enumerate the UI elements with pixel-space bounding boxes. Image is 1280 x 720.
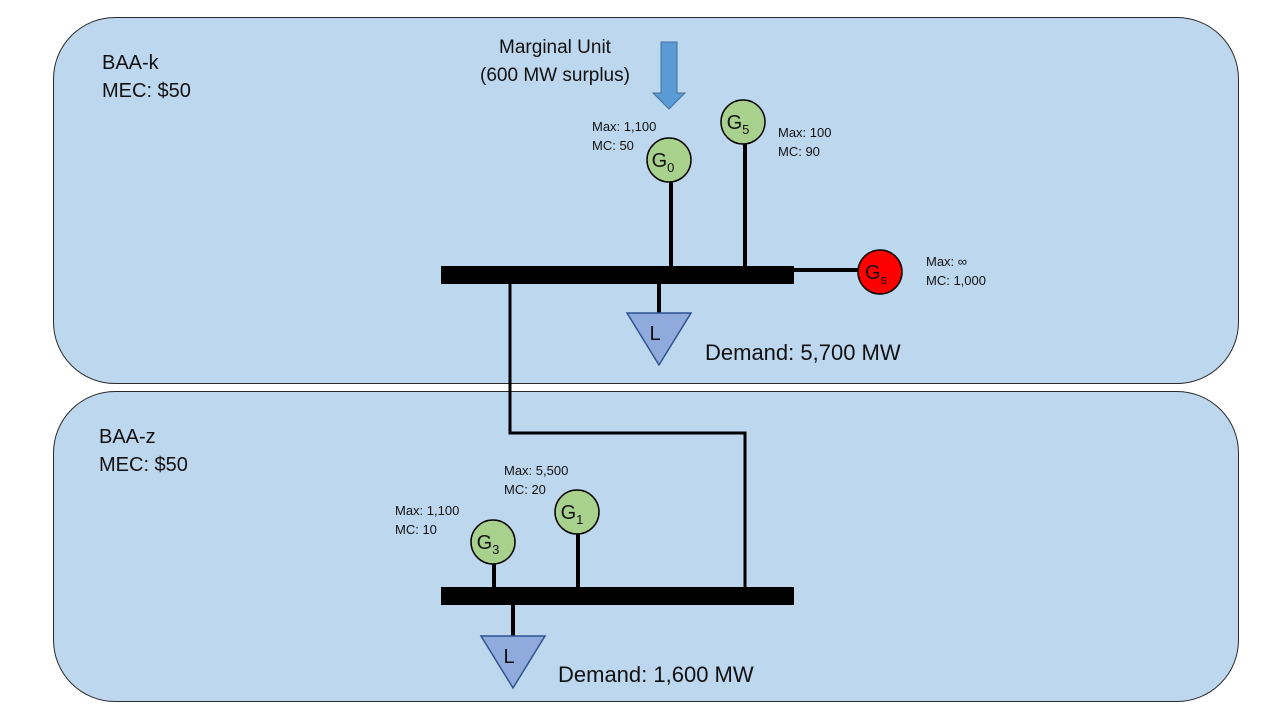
generator-gs-icon (857, 249, 903, 295)
g0-annotation: Max: 1,100 MC: 50 (592, 117, 656, 155)
generator-gs: Gs (857, 249, 903, 295)
bus-k (441, 266, 794, 284)
generator-g1: G1 (554, 489, 600, 535)
g5-symbol: G (727, 112, 743, 134)
g3-sub: 3 (492, 542, 499, 557)
region-k-name: BAA-k (102, 52, 159, 74)
region-z-name: BAA-z (99, 426, 156, 448)
marginal-unit-line1: Marginal Unit (499, 37, 611, 58)
tie-line (508, 284, 747, 588)
region-z-mec: MEC: $50 (99, 454, 188, 476)
generator-g0: G0 (646, 137, 692, 183)
g1-mc: MC: 20 (504, 482, 546, 497)
gs-symbol: G (865, 262, 881, 284)
g5-sub: 5 (742, 122, 749, 137)
marginal-unit-label: Marginal Unit (600 MW surplus) (455, 34, 655, 90)
svg-text:G0: G0 (652, 150, 675, 175)
g5-annotation: Max: 100 MC: 90 (778, 123, 831, 161)
marginal-unit-arrow-icon (651, 41, 687, 110)
svg-text:G3: G3 (477, 532, 500, 557)
svg-text:G1: G1 (561, 502, 584, 527)
load-z-icon (479, 635, 547, 690)
g0-sub: 0 (667, 160, 674, 175)
region-k-mec: MEC: $50 (102, 80, 191, 102)
gs-mc: MC: 1,000 (926, 273, 986, 288)
demand-k-label: Demand: 5,700 MW (705, 340, 901, 365)
g3-mc: MC: 10 (395, 522, 437, 537)
g0-symbol: G (652, 150, 668, 172)
svg-text:Gs: Gs (865, 262, 888, 287)
g1-max: Max: 5,500 (504, 463, 569, 478)
generator-g5-icon (720, 99, 766, 145)
g3-max: Max: 1,100 (395, 503, 460, 518)
g3-symbol: G (477, 532, 493, 554)
generator-g3: G3 (470, 519, 516, 565)
bus-z (441, 587, 794, 605)
generator-g1-icon (554, 489, 600, 535)
g0-mc: MC: 50 (592, 138, 634, 153)
gs-sub: s (881, 272, 888, 287)
marginal-unit-line2: (600 MW surplus) (480, 65, 630, 86)
g5-max: Max: 100 (778, 125, 832, 140)
g1-sub: 1 (576, 512, 583, 527)
generator-g3-icon (470, 519, 516, 565)
generator-g0-icon (646, 137, 692, 183)
g1-symbol: G (561, 502, 577, 524)
demand-z-label: Demand: 1,600 MW (558, 662, 754, 687)
g1-annotation: Max: 5,500 MC: 20 (504, 461, 568, 499)
gs-annotation: Max: ∞ MC: 1,000 (926, 252, 986, 290)
load-k-icon (625, 312, 693, 367)
g0-max: Max: 1,100 (592, 119, 657, 134)
g5-mc: MC: 90 (778, 144, 820, 159)
load-z-label: L (503, 646, 514, 668)
svg-text:G5: G5 (727, 112, 750, 137)
load-k-label: L (649, 323, 660, 345)
g3-annotation: Max: 1,100 MC: 10 (395, 501, 459, 539)
gs-max: Max: ∞ (926, 254, 968, 269)
generator-g5: G5 (720, 99, 766, 145)
region-baa-z (53, 391, 1239, 702)
